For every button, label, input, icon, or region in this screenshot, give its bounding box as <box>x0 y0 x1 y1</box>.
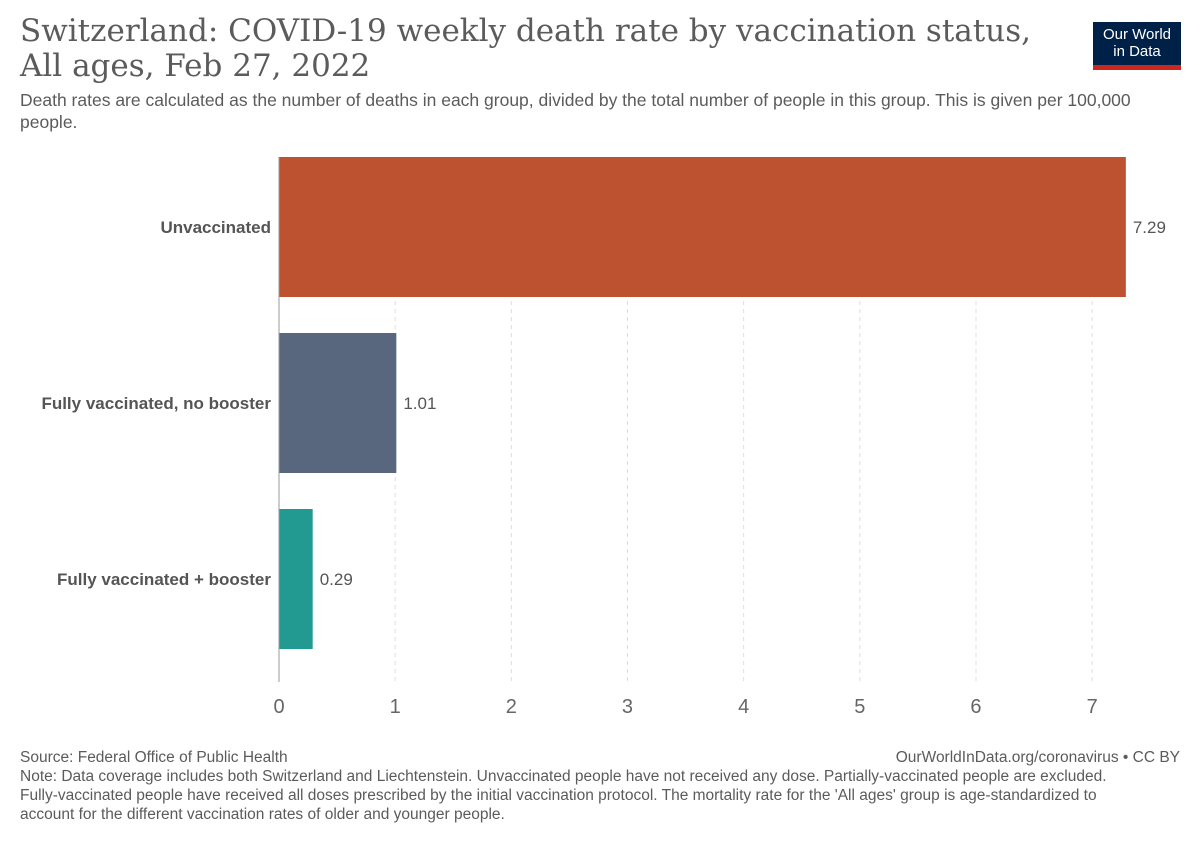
value-label: 7.29 <box>1133 218 1166 237</box>
owid-logo[interactable]: Our World in Data <box>1093 22 1181 70</box>
x-tick-label: 0 <box>273 696 284 718</box>
bars <box>279 157 1126 649</box>
x-tick-label: 6 <box>970 696 981 718</box>
source-text: Source: Federal Office of Public Health <box>20 749 288 766</box>
x-tick-label: 5 <box>854 696 865 718</box>
logo-line-2: in Data <box>1113 43 1161 60</box>
x-axis-ticks: 0 1 2 3 4 5 6 7 <box>273 696 1097 718</box>
category-label: Fully vaccinated, no booster <box>41 394 271 413</box>
x-tick-label: 3 <box>622 696 633 718</box>
chart-title: Switzerland: COVID-19 weekly death rate … <box>20 13 1031 84</box>
chart-subtitle: Death rates are calculated as the number… <box>20 90 1131 132</box>
x-tick-label: 7 <box>1087 696 1098 718</box>
bar <box>279 509 313 649</box>
logo-accent-bar <box>1093 65 1181 70</box>
bar-chart: Unvaccinated Fully vaccinated, no booster… <box>41 157 1166 718</box>
category-labels: Unvaccinated Fully vaccinated, no booster… <box>41 218 271 589</box>
credit-link[interactable]: OurWorldInData.org/coronavirus • CC BY <box>895 749 1180 766</box>
bar <box>279 157 1126 297</box>
x-tick-label: 1 <box>390 696 401 718</box>
value-labels: 7.29 1.01 0.29 <box>320 218 1166 589</box>
note-text: Note: Data coverage includes both Switze… <box>20 768 1107 823</box>
x-tick-label: 4 <box>738 696 749 718</box>
category-label: Fully vaccinated + booster <box>57 570 271 589</box>
category-label: Unvaccinated <box>160 218 271 237</box>
logo-line-1: Our World <box>1102 26 1172 43</box>
value-label: 1.01 <box>403 394 436 413</box>
bar <box>279 333 397 473</box>
x-tick-label: 2 <box>506 696 517 718</box>
value-label: 0.29 <box>320 570 353 589</box>
